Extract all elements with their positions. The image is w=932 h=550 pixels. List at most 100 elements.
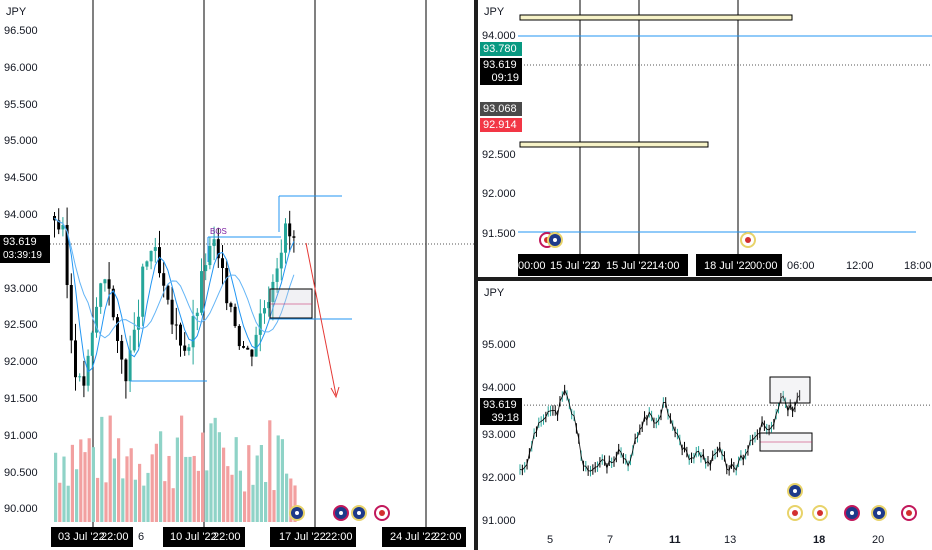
jp-flag-icon[interactable] [787, 505, 803, 521]
candle-body [90, 332, 94, 356]
current-price-tag: 93.619 [0, 235, 50, 249]
candle-body [149, 250, 153, 262]
candle-body [200, 271, 203, 313]
volume-bar [293, 485, 297, 522]
au-flag-icon[interactable] [787, 483, 803, 499]
x-axis-label: 00:00 [518, 260, 546, 272]
volume-bar [112, 458, 116, 522]
y-axis-label: 91.500 [4, 393, 38, 405]
x-axis-label: 22:00 [434, 531, 462, 543]
au-flag-icon[interactable] [844, 505, 860, 521]
volume-bar [96, 477, 100, 522]
y-axis-label: 93.000 [4, 282, 38, 295]
jp-flag-icon[interactable] [740, 232, 756, 248]
volume-bar [180, 415, 184, 522]
x-axis-label: 17 Jul '22 [279, 531, 326, 543]
x-axis-label: 20 [872, 534, 885, 546]
volume-bar [163, 481, 167, 522]
jp-flag-icon[interactable] [901, 505, 917, 521]
volume-bar [108, 415, 112, 522]
volume-bar [188, 456, 192, 522]
volume-bar [125, 456, 129, 522]
y-axis-label: 91.000 [4, 429, 38, 442]
left-chart-canvas[interactable] [0, 0, 474, 550]
volume-bar [205, 470, 209, 522]
y-axis-label: 90.500 [4, 466, 38, 479]
pane-divider[interactable] [474, 0, 478, 550]
au-flag-icon[interactable] [289, 505, 305, 521]
bottom-right-chart-pane[interactable]: JPY 95.000 94.000 93.000 92.000 91.000 9… [478, 281, 932, 550]
volume-bar [175, 437, 179, 522]
volume-bar [117, 438, 121, 522]
candle-body [116, 317, 119, 341]
x-axis-label-box [270, 527, 356, 547]
volume-bar [66, 485, 70, 522]
y-axis-label: 94.500 [4, 172, 38, 185]
y-axis-label: 92.000 [482, 472, 516, 484]
x-axis-label: 18 [813, 534, 826, 546]
au-flag-icon[interactable] [351, 505, 367, 521]
left-chart-pane[interactable]: JPY 96.500 96.000 95.500 95.000 94.500 94.000… [0, 0, 474, 550]
candle-body [111, 288, 115, 318]
volume-bar [264, 481, 268, 522]
candle-body [229, 303, 233, 307]
candle-body [242, 346, 245, 348]
candle-body [69, 285, 73, 341]
volume-bar [243, 491, 247, 522]
candle-body [204, 265, 208, 272]
au-flag-icon[interactable] [871, 505, 887, 521]
candle-body [183, 345, 187, 351]
volume-bar [289, 478, 293, 522]
x-axis-label-box [382, 527, 466, 547]
y-axis-label: 91.000 [482, 515, 516, 527]
volume-bar [62, 456, 66, 522]
countdown-tag: 09:19 [480, 71, 522, 85]
y-axis-label: 95.000 [482, 339, 516, 351]
current-price-tag: 93.619 [480, 58, 522, 72]
x-axis-label: 18 Jul '22 [704, 260, 751, 272]
candle-body [237, 326, 241, 347]
x-axis-label: 03 Jul '22 [58, 531, 105, 543]
y-axis-label: 92.500 [482, 149, 516, 161]
jp-flag-icon[interactable] [374, 505, 390, 521]
top-right-chart-canvas[interactable] [478, 0, 932, 277]
au-flag-icon[interactable] [333, 505, 349, 521]
y-axis-label: 95.500 [4, 98, 38, 111]
x-axis-label: 22:00 [325, 531, 353, 543]
candle-body [233, 306, 237, 327]
volume-bar [209, 423, 213, 522]
volume-bar [104, 482, 108, 522]
y-axis-label: 92.000 [482, 188, 516, 200]
candle-body [284, 223, 287, 253]
volume-bar [259, 445, 263, 522]
x-axis-label: 12:00 [846, 260, 874, 272]
candle-body [221, 258, 224, 269]
volume-bar [167, 455, 171, 522]
bottom-right-chart-canvas[interactable] [478, 281, 932, 550]
x-axis-label: 13 [724, 534, 737, 546]
volume-bar [159, 431, 163, 522]
volume-bar [247, 445, 251, 522]
candle-body [99, 283, 103, 307]
y-axis-label: 95.000 [4, 135, 38, 148]
volume-bar [213, 417, 217, 522]
pane-divider[interactable] [478, 277, 932, 281]
x-axis-label: 15 Jul '22 [550, 260, 597, 272]
volume-bar [87, 438, 91, 522]
top-right-chart-pane[interactable]: JPY 94.000 92.500 92.000 91.500 93.780 9… [478, 0, 932, 277]
volume-bar [154, 443, 158, 522]
volume-bar [251, 484, 255, 522]
x-axis-label: 11 [669, 534, 681, 546]
candle-body [162, 273, 166, 286]
candle-body [153, 247, 157, 251]
candle-body [158, 247, 161, 274]
volume-bar [91, 447, 95, 522]
au-flag-icon[interactable] [547, 232, 563, 248]
volume-bar [54, 452, 58, 522]
jp-flag-icon[interactable] [812, 505, 828, 521]
y-axis-label: 91.500 [482, 228, 516, 240]
candle-body [279, 252, 283, 269]
x-axis-label-box [51, 527, 133, 547]
candle-body [246, 347, 250, 350]
x-axis-label: 22:00 [101, 531, 129, 543]
